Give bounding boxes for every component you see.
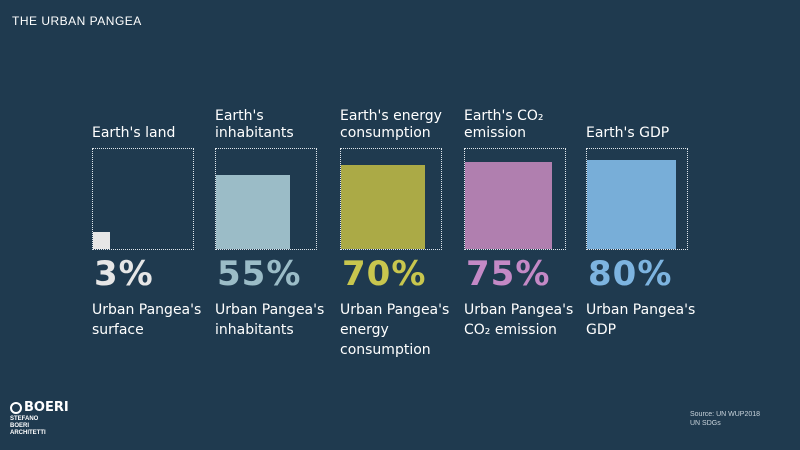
metric-column: Earth's inhabitants 55% Urban Pangea's inh… [215, 0, 340, 450]
urban-pangea-label: Urban Pangea's CO₂ emission [464, 302, 574, 338]
logo-circle-icon [10, 401, 22, 414]
logo-sub-line-3: ARCHITETTI [10, 430, 46, 436]
category-label: Earth's inhabitants [215, 108, 294, 141]
value-label: 70% [342, 254, 427, 294]
category-label: Earth's CO₂ emission [464, 108, 544, 141]
source-line-2: UN SDGs [690, 420, 721, 427]
metric-column: Earth's GDP 80% Urban Pangea's GDP [586, 0, 711, 450]
logo-sub-line-1: STEFANO [10, 416, 39, 422]
source-line-1: Source: UN WUP2018 [690, 411, 761, 418]
value-label: 55% [217, 254, 302, 294]
value-label: 75% [466, 254, 551, 294]
urban-pangea-label: Urban Pangea's GDP [586, 302, 696, 338]
earth-total-box [586, 148, 688, 250]
earth-total-box [215, 148, 317, 250]
urban-pangea-label: Urban Pangea's energy consumption [340, 302, 450, 358]
value-label: 3% [94, 254, 154, 294]
stefano-boeri-logo: BOERI STEFANO BOERI ARCHITETTI [10, 400, 70, 440]
source-note: Source: UN WUP2018 UN SDGs [690, 410, 760, 428]
metric-column: Earth's CO₂ emission 75% Urban Pangea's CO… [464, 0, 589, 450]
category-label: Earth's land [92, 125, 176, 141]
earth-total-box [92, 148, 194, 250]
urban-share-bar [587, 159, 677, 249]
metric-column: Earth's energy consumption 70% Urban Pange… [340, 0, 465, 450]
earth-total-box [340, 148, 442, 250]
urban-share-bar [216, 174, 291, 249]
category-label: Earth's energy consumption [340, 108, 442, 141]
urban-pangea-label: Urban Pangea's surface [92, 302, 202, 338]
slide-title: THE URBAN PANGEA [12, 14, 142, 28]
logo-mark-text: BOERI [24, 400, 69, 415]
value-label: 80% [588, 254, 673, 294]
urban-share-bar [465, 162, 552, 249]
urban-share-bar [93, 231, 111, 249]
metric-column: Earth's land 3% Urban Pangea's surface [92, 0, 217, 450]
urban-share-bar [341, 165, 425, 249]
earth-total-box [464, 148, 566, 250]
category-label: Earth's GDP [586, 125, 670, 141]
urban-pangea-label: Urban Pangea's inhabitants [215, 302, 325, 338]
logo-sub-line-2: BOERI [10, 423, 30, 429]
